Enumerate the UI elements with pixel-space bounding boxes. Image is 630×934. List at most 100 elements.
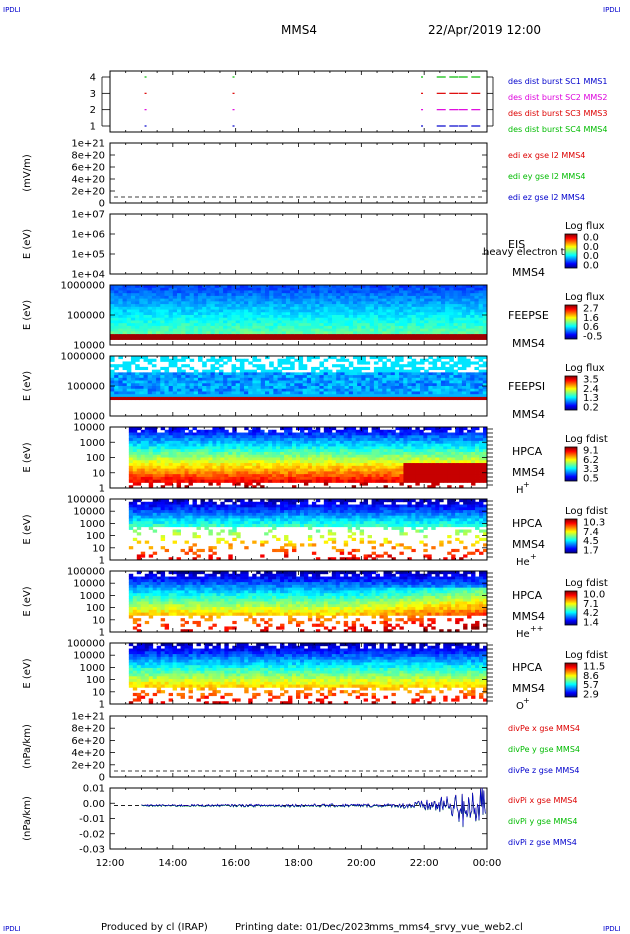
panel-hpca-h-cell — [240, 474, 245, 478]
panel-feepse-cell — [319, 306, 325, 310]
panel-feepsi-cell — [156, 375, 161, 379]
panel-feepse-cell — [302, 301, 308, 305]
panel-hpca-h-cell — [323, 438, 329, 442]
panel-feepsi-cell — [160, 394, 165, 398]
panel-feepse-cell — [386, 301, 392, 305]
panel-feepsi-cell — [466, 372, 471, 376]
panel-feepsi-cell — [135, 380, 140, 384]
panel-feepse-cell — [277, 315, 283, 319]
panel-feepsi-cell — [223, 372, 228, 376]
panel-feepsi-cell — [244, 396, 249, 401]
panel-feepsi-cell — [244, 358, 249, 362]
panel-feepse-cell — [470, 331, 475, 335]
panel-feepsi-cell — [352, 383, 358, 387]
panel-hpca-h-cell — [244, 468, 249, 472]
panel-feepse-cell — [110, 317, 115, 321]
panel-hpca-h-cell — [295, 440, 301, 445]
panel-hpca-h-cell — [156, 432, 162, 436]
panel-hpca-h-cell — [339, 460, 345, 464]
panel-feepsi-cell — [210, 366, 216, 371]
panel-feepse-cell — [227, 293, 232, 297]
panel-feepse-cell — [151, 328, 157, 332]
panel-burst-ytick-label: 3 — [90, 89, 96, 100]
panel-feepse-cell — [332, 304, 337, 308]
panel-hpca-h-cell — [188, 463, 193, 467]
panel-hpca-h-cell — [419, 443, 424, 447]
panel-feepse-cell — [445, 320, 450, 324]
panel-feepse-cell — [260, 295, 266, 300]
panel-feepse-cell — [428, 334, 433, 338]
panel-feepse-cell — [373, 285, 379, 289]
panel-hpca-h-cell — [419, 457, 424, 461]
panel-feepse-cell — [130, 320, 136, 324]
panel-feepse-cell — [315, 306, 320, 310]
panel-feepsi-cell — [386, 383, 392, 387]
panel-feepsi-cell — [407, 386, 412, 390]
panel-feepsi-cell — [428, 361, 433, 365]
panel-hpca-h-cell — [256, 476, 261, 481]
panel-feepsi-cell — [260, 391, 266, 395]
panel-feepse-cell — [382, 331, 387, 335]
panel-hpca-h-cell — [407, 449, 412, 453]
panel-feepse-cell — [235, 323, 241, 327]
panel-hpca-h-cell — [363, 440, 369, 445]
panel-hpca-h-cell — [240, 446, 245, 450]
panel-feepsi-cell — [294, 383, 299, 387]
panel-feepse-cell — [269, 312, 274, 316]
panel-hpca-h-cell — [172, 435, 177, 439]
panel-hpca-h-cell — [132, 482, 138, 486]
panel-feepse-cell — [352, 328, 358, 332]
panel-feepse-cell — [285, 323, 291, 327]
panel-feepse-cell — [407, 315, 412, 319]
panel-feepse-cell — [206, 293, 211, 297]
panel-feepse-cell — [147, 304, 153, 308]
panel-feepse-cell — [369, 287, 375, 291]
panel-hpca-h-cell — [256, 451, 261, 456]
panel-feepsi-cell — [285, 391, 291, 395]
panel-feepse-cell — [298, 295, 304, 300]
panel-hpca-h-cell — [439, 449, 444, 453]
panel-feepse-cell — [394, 325, 400, 330]
panel-feepsi-cell — [294, 372, 299, 376]
panel-feepsi-cell — [436, 388, 442, 392]
panel-feepse-cell — [327, 331, 333, 335]
panel-hpca-h-cell — [439, 474, 444, 478]
panel-feepse-cell — [474, 285, 480, 289]
panel-feepsi-cell — [306, 391, 312, 395]
panel-hpca-h-cell — [192, 451, 197, 456]
panel-hpca-h-cell — [244, 476, 249, 481]
panel-feepsi-cell — [277, 380, 283, 384]
panel-feepse-cell — [344, 331, 350, 335]
panel-feepse-cell — [306, 290, 312, 294]
panel-feepse-cell — [298, 306, 304, 310]
panel-feepse-cell — [419, 293, 425, 297]
panel-feepse-cell — [181, 301, 186, 305]
panel-feepsi-cell — [202, 377, 207, 381]
panel-hpca-h-cell — [419, 429, 424, 433]
panel-feepse-cell — [114, 334, 119, 338]
panel-hpca-h-cell — [327, 468, 333, 472]
panel-hpca-h-cell — [379, 443, 384, 447]
panel-hpca-h-cell — [431, 474, 436, 478]
panel-feepsi-cell — [428, 383, 433, 387]
panel-hpca-h-cell — [212, 427, 217, 431]
panel-feepsi-cell — [168, 358, 174, 362]
panel-hpca-h-cell — [164, 449, 170, 453]
panel-feepse-cell — [130, 325, 136, 330]
panel-hpca-h-cell — [216, 460, 221, 464]
panel-feepsi-cell — [151, 388, 157, 392]
panel-feepse-cell — [478, 301, 484, 305]
panel-feepsi-cell — [357, 372, 362, 376]
panel-feepse-cell — [118, 331, 123, 335]
panel-feepsi-cell — [457, 356, 463, 360]
panel-hpca-h-cell — [228, 460, 233, 464]
panel-feepsi-cell — [164, 377, 170, 381]
panel-feepse-cell — [436, 290, 442, 294]
panel-feepse-cell — [315, 331, 320, 335]
panel-feepsi-cell — [285, 356, 291, 360]
panel-hpca-h-cell — [363, 460, 369, 464]
panel-feepse-cell — [403, 306, 408, 310]
panel-feepse-cell — [445, 301, 450, 305]
panel-feepse-cell — [135, 290, 140, 294]
panel-feepsi-cell — [110, 380, 115, 384]
